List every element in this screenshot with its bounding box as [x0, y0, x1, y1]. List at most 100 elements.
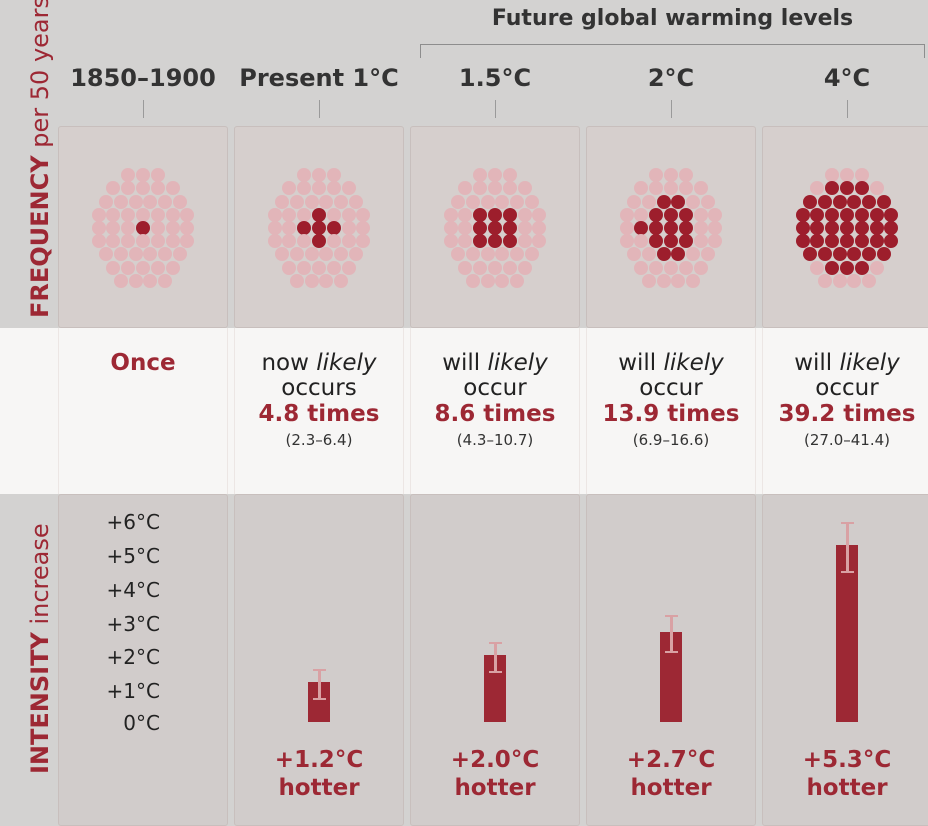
event-dot: [686, 194, 701, 209]
header-tick: [847, 100, 848, 118]
error-cap-bottom: [312, 697, 326, 700]
frequency-range: (27.0–41.4): [803, 431, 890, 449]
event-dot: [678, 260, 693, 275]
event-dot: [106, 221, 121, 235]
future-bracket: [420, 44, 925, 45]
event-dot: [180, 207, 195, 222]
event-dot: [465, 247, 480, 262]
event-dot: [473, 181, 488, 196]
event-dot: [708, 234, 723, 249]
event-dot: [319, 273, 334, 288]
event-dot: [532, 221, 547, 235]
event-dot: [334, 194, 349, 209]
event-dot: [817, 273, 832, 288]
event-dot: [532, 207, 547, 222]
event-dot: [106, 260, 121, 275]
event-dot: [525, 194, 539, 209]
highlighted-event-dot: [502, 234, 517, 249]
column-bottom-panel: [58, 494, 228, 826]
highlighted-event-dot: [869, 207, 884, 222]
highlighted-event-dot: [825, 181, 840, 196]
frequency-axis-label: FREQUENCY per 50 years: [26, 0, 54, 318]
intensity-value: +2.7°C: [626, 747, 716, 773]
event-dot: [473, 260, 488, 275]
highlighted-event-dot: [656, 247, 671, 262]
event-dot: [121, 234, 136, 249]
event-dot: [517, 221, 532, 235]
event-dot: [641, 273, 656, 288]
event-dot: [341, 234, 356, 249]
event-dot: [121, 260, 136, 275]
event-dot: [356, 221, 371, 235]
intensity-suffix: hotter: [454, 775, 536, 801]
event-dot: [443, 207, 458, 222]
frequency-range: (2.3–6.4): [285, 431, 353, 449]
event-dot: [326, 260, 341, 275]
event-dot: [458, 181, 473, 196]
event-dot: [121, 221, 136, 235]
highlighted-event-dot: [488, 207, 502, 222]
event-dot: [708, 207, 723, 222]
event-dot: [165, 181, 180, 196]
intensity-error-bar: [669, 615, 673, 652]
event-dot: [443, 221, 458, 235]
event-dot: [862, 273, 877, 288]
highlighted-event-dot: [817, 247, 832, 262]
event-dot: [304, 247, 319, 262]
column-mid-divider: [234, 328, 404, 494]
event-dot: [671, 273, 686, 288]
event-dot: [158, 194, 173, 209]
event-dot: [656, 273, 671, 288]
frequency-likelihood: now likely: [261, 350, 377, 376]
event-dot: [458, 234, 473, 249]
frequency-band: [0, 328, 928, 494]
event-dot: [488, 181, 502, 196]
event-dot: [128, 247, 143, 262]
event-dot: [701, 194, 715, 209]
event-dot: [136, 181, 150, 196]
event-dot: [289, 273, 304, 288]
highlighted-event-dot: [664, 221, 678, 235]
event-dot: [312, 168, 326, 183]
highlighted-event-dot: [634, 221, 649, 235]
frequency-text: will likely occur 39.2 times (27.0–41.4): [759, 350, 928, 452]
event-dot: [641, 247, 656, 262]
column-header: Present 1°C: [239, 64, 399, 92]
highlighted-event-dot: [825, 207, 840, 222]
future-levels-title: Future global warming levels: [491, 6, 854, 31]
frequency-text: will likely occur 8.6 times (4.3–10.7): [407, 350, 583, 452]
frequency-likelihood: will likely: [442, 350, 548, 376]
event-dot: [180, 234, 195, 249]
highlighted-event-dot: [869, 221, 884, 235]
event-dot: [510, 194, 525, 209]
frequency-range: (4.3–10.7): [456, 431, 534, 449]
event-dot: [267, 221, 282, 235]
highlighted-event-dot: [854, 260, 869, 275]
event-dot: [473, 168, 488, 183]
event-dot: [341, 207, 356, 222]
highlighted-event-dot: [664, 234, 678, 249]
event-dot: [113, 247, 128, 262]
highlighted-event-dot: [795, 221, 810, 235]
error-cap-top: [488, 642, 502, 644]
event-dot: [349, 194, 363, 209]
error-cap-bottom: [840, 571, 854, 573]
event-dot: [106, 181, 121, 196]
future-bracket-left: [420, 44, 421, 58]
event-dot: [619, 221, 634, 235]
event-dot: [282, 260, 297, 275]
event-dot: [334, 273, 349, 288]
frequency-verb: occur: [639, 375, 703, 401]
event-dot: [832, 273, 847, 288]
event-dot: [664, 181, 678, 196]
highlighted-event-dot: [884, 207, 899, 222]
column-header: 2°C: [647, 64, 695, 92]
intensity-tick: +2°C: [106, 645, 160, 669]
highlighted-event-dot: [803, 194, 817, 209]
intensity-value: +1.2°C: [274, 747, 364, 773]
event-dot: [495, 273, 510, 288]
event-dot: [275, 194, 289, 209]
highlighted-event-dot: [671, 247, 686, 262]
event-dot: [349, 247, 363, 262]
intensity-tick: +4°C: [106, 578, 160, 602]
